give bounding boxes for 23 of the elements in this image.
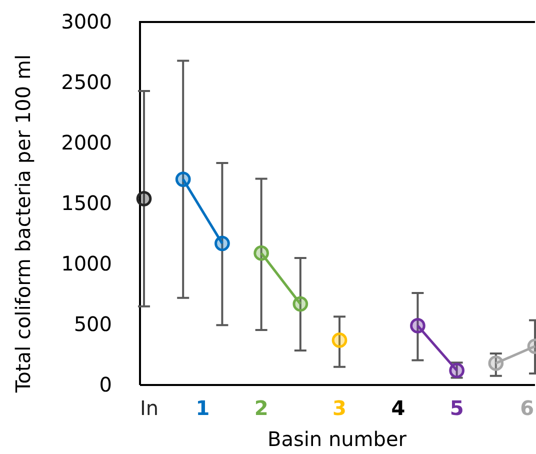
y-tick-label: 0 bbox=[99, 372, 112, 396]
y-tick-label: 2500 bbox=[61, 70, 112, 94]
point bbox=[136, 190, 152, 206]
x-tick-label: 3 bbox=[332, 396, 346, 420]
x-tick-label: 5 bbox=[450, 396, 464, 420]
y-tick-label: 1000 bbox=[61, 251, 112, 276]
y-tick-label: 1500 bbox=[61, 190, 112, 215]
x-tick-label: In bbox=[140, 396, 159, 420]
point bbox=[410, 318, 426, 334]
point bbox=[175, 172, 191, 187]
y-axis-title: Total coliform bacteria per 100 ml bbox=[11, 54, 35, 394]
x-tick-label: 6 bbox=[520, 396, 534, 420]
point bbox=[254, 245, 269, 261]
y-tick-label: 3000 bbox=[61, 9, 112, 34]
x-tick-label: 1 bbox=[196, 396, 210, 420]
point bbox=[332, 332, 348, 348]
point bbox=[214, 236, 230, 252]
point bbox=[292, 296, 308, 312]
y-tick-label: 2000 bbox=[61, 130, 112, 154]
y-tick-label: 500 bbox=[74, 312, 112, 336]
x-tick-label: 2 bbox=[254, 396, 268, 420]
x-axis-title: Basin number bbox=[267, 427, 408, 451]
x-tick-label: 4 bbox=[391, 396, 406, 420]
